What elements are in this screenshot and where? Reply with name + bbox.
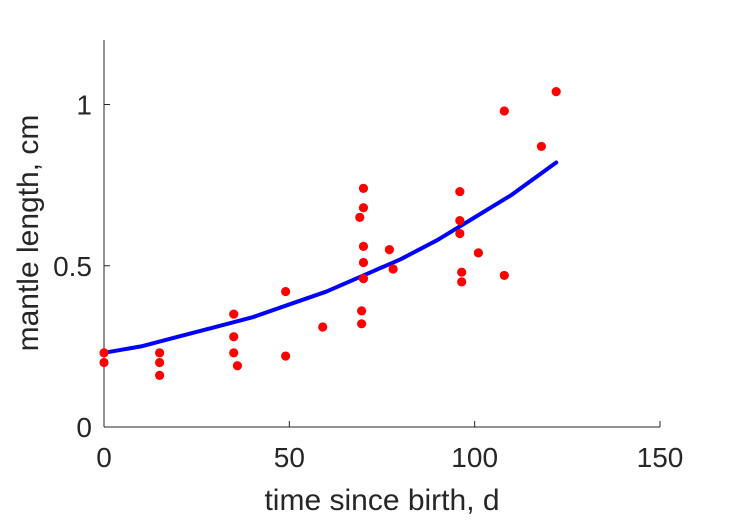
data-point [99, 357, 109, 368]
data-point [455, 216, 465, 226]
data-point [473, 248, 483, 258]
data-point [155, 348, 165, 358]
data-point [229, 309, 239, 319]
data-point [229, 348, 239, 358]
x-tick-label: 150 [637, 442, 684, 473]
fit-curve [102, 160, 559, 355]
x-axis-label: time since birth, d [264, 484, 499, 517]
data-points [99, 87, 561, 380]
data-point [357, 319, 367, 329]
data-point [232, 361, 243, 371]
data-point [358, 203, 369, 213]
data-point [318, 322, 328, 332]
data-point [499, 270, 509, 281]
x-tick-label: 0 [96, 442, 112, 473]
data-point [499, 106, 509, 116]
y-tick-label: 0 [76, 412, 92, 443]
y-tick-label: 0.5 [53, 251, 92, 282]
data-point [457, 277, 467, 287]
y-axis-label: mantle length, cm [12, 115, 45, 352]
data-point [281, 351, 291, 361]
data-point [457, 267, 467, 277]
x-ticks: 0 50 100 150 [96, 421, 683, 473]
y-tick-label: 1 [76, 90, 92, 121]
data-point [551, 87, 561, 97]
data-point [384, 245, 395, 255]
data-point [355, 212, 365, 222]
data-point [358, 257, 369, 268]
data-point [229, 332, 239, 342]
data-point [155, 370, 165, 380]
data-point [358, 274, 369, 284]
data-point [281, 286, 291, 297]
data-point [155, 357, 165, 368]
plot-area: 0 50 100 150 00.51 [53, 40, 683, 473]
data-point [455, 186, 465, 197]
data-point [358, 183, 369, 193]
x-tick-label: 50 [274, 442, 305, 473]
data-point [388, 264, 398, 274]
data-point [536, 141, 546, 152]
data-point [455, 228, 465, 239]
fit-line-group [102, 160, 559, 355]
data-point [357, 306, 367, 316]
data-point [99, 348, 109, 358]
y-ticks: 00.51 [53, 90, 110, 443]
x-tick-label: 100 [451, 442, 498, 473]
data-point [358, 241, 369, 251]
